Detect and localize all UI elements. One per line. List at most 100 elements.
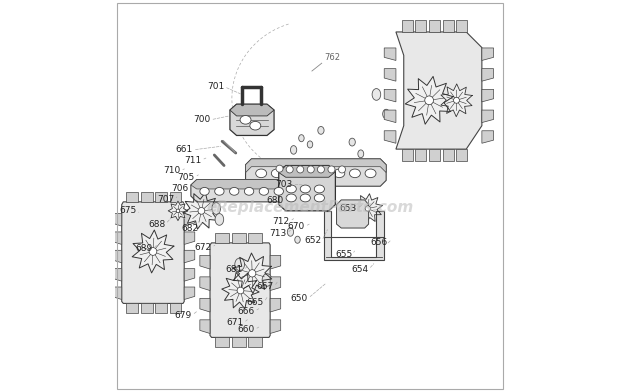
Ellipse shape — [250, 122, 261, 130]
Polygon shape — [184, 232, 195, 245]
Text: 707: 707 — [157, 194, 174, 203]
Text: 682: 682 — [182, 223, 198, 232]
Text: 667: 667 — [257, 282, 274, 291]
Text: 706: 706 — [172, 185, 189, 194]
Polygon shape — [183, 192, 220, 229]
Circle shape — [149, 248, 157, 255]
Polygon shape — [337, 200, 369, 228]
Polygon shape — [402, 149, 413, 161]
Polygon shape — [156, 303, 167, 313]
Ellipse shape — [286, 194, 296, 202]
Text: 650: 650 — [291, 294, 308, 303]
Polygon shape — [415, 149, 427, 161]
Polygon shape — [232, 233, 246, 243]
Ellipse shape — [314, 194, 324, 202]
Polygon shape — [396, 32, 482, 149]
Ellipse shape — [358, 150, 364, 158]
Polygon shape — [141, 192, 153, 202]
Ellipse shape — [383, 109, 390, 119]
Polygon shape — [126, 303, 138, 313]
Polygon shape — [170, 192, 182, 202]
Polygon shape — [122, 202, 184, 303]
Circle shape — [276, 165, 283, 172]
Polygon shape — [402, 20, 413, 32]
Text: 655: 655 — [335, 250, 352, 259]
Polygon shape — [429, 20, 440, 32]
Polygon shape — [168, 201, 188, 221]
Ellipse shape — [308, 141, 312, 148]
Polygon shape — [415, 20, 427, 32]
Text: 712: 712 — [273, 217, 290, 226]
Polygon shape — [384, 48, 396, 60]
Ellipse shape — [294, 236, 300, 243]
Polygon shape — [232, 338, 246, 347]
Text: 653: 653 — [340, 204, 357, 213]
Polygon shape — [384, 131, 396, 143]
Polygon shape — [230, 104, 274, 136]
Circle shape — [286, 166, 293, 173]
Circle shape — [237, 287, 244, 294]
Polygon shape — [191, 180, 293, 202]
Text: 762: 762 — [324, 53, 340, 62]
Ellipse shape — [287, 169, 298, 178]
Ellipse shape — [372, 89, 381, 100]
Polygon shape — [170, 303, 182, 313]
Polygon shape — [384, 69, 396, 81]
Polygon shape — [443, 20, 454, 32]
Circle shape — [453, 97, 459, 103]
Text: 688: 688 — [148, 220, 166, 229]
Ellipse shape — [303, 169, 314, 178]
Ellipse shape — [300, 194, 311, 202]
Polygon shape — [112, 214, 122, 226]
Polygon shape — [230, 104, 274, 116]
Polygon shape — [184, 250, 195, 263]
Ellipse shape — [334, 169, 345, 178]
Text: 710: 710 — [163, 166, 180, 175]
Ellipse shape — [299, 135, 304, 142]
Polygon shape — [456, 149, 467, 161]
Text: 670: 670 — [288, 222, 305, 231]
Ellipse shape — [215, 214, 224, 225]
Ellipse shape — [255, 169, 267, 178]
Text: 671: 671 — [226, 318, 244, 327]
Text: 675: 675 — [119, 206, 136, 215]
Polygon shape — [184, 287, 195, 299]
Polygon shape — [270, 277, 281, 290]
Text: 679: 679 — [175, 310, 192, 319]
Polygon shape — [232, 253, 272, 294]
Text: 660: 660 — [237, 325, 255, 334]
Polygon shape — [210, 243, 270, 338]
Polygon shape — [216, 338, 229, 347]
Ellipse shape — [229, 187, 239, 195]
Polygon shape — [482, 131, 494, 143]
Polygon shape — [482, 89, 494, 102]
Circle shape — [249, 270, 256, 277]
Circle shape — [339, 166, 345, 173]
Text: 665: 665 — [247, 298, 264, 307]
Polygon shape — [482, 110, 494, 123]
Ellipse shape — [215, 187, 224, 195]
Text: 689: 689 — [136, 244, 153, 253]
Ellipse shape — [287, 228, 294, 236]
Polygon shape — [216, 233, 229, 243]
Ellipse shape — [300, 185, 311, 193]
Polygon shape — [112, 287, 122, 299]
Polygon shape — [429, 149, 440, 161]
Ellipse shape — [274, 187, 283, 195]
Polygon shape — [222, 272, 259, 309]
Text: 703: 703 — [275, 180, 293, 189]
Ellipse shape — [318, 127, 324, 134]
Ellipse shape — [286, 185, 296, 193]
Text: 680: 680 — [266, 196, 283, 205]
Text: 713: 713 — [269, 229, 286, 238]
Text: 681: 681 — [226, 265, 243, 274]
Circle shape — [317, 166, 324, 173]
Polygon shape — [126, 192, 138, 202]
Polygon shape — [456, 20, 467, 32]
Polygon shape — [279, 165, 335, 211]
Polygon shape — [200, 298, 210, 312]
Polygon shape — [353, 194, 383, 223]
Circle shape — [297, 166, 304, 173]
Text: 654: 654 — [352, 265, 369, 274]
Polygon shape — [482, 48, 494, 60]
